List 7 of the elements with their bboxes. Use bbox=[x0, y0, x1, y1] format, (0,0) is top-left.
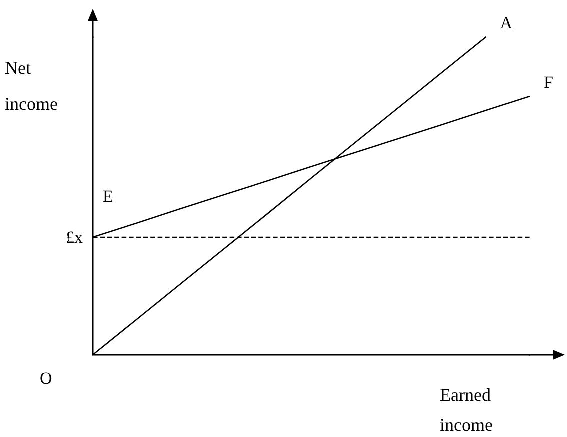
series-label: F bbox=[544, 72, 554, 92]
x-axis-title: Earned income bbox=[440, 385, 493, 435]
series-label: A bbox=[500, 14, 514, 32]
text: O bbox=[40, 369, 52, 388]
y-axis-title: Net income bbox=[5, 58, 58, 114]
ref-line-label: £x bbox=[66, 228, 84, 247]
annotation: E bbox=[103, 187, 114, 206]
